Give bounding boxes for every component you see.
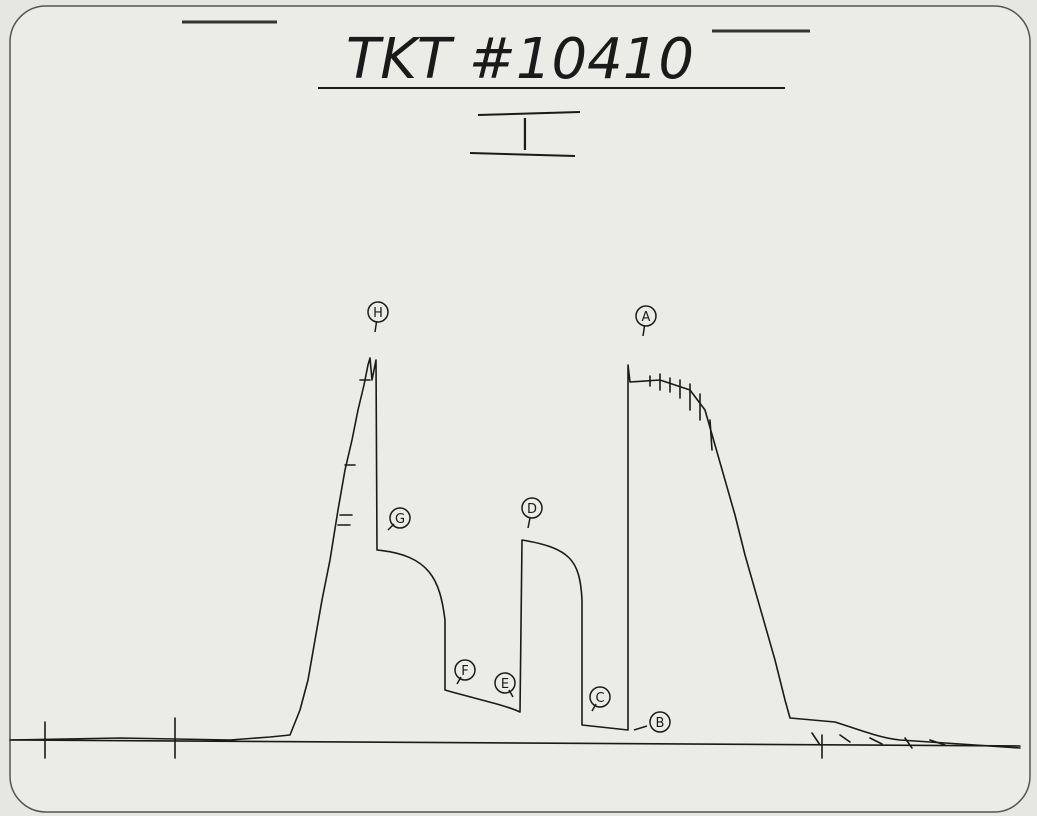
marker-leader [527,517,531,529]
subtitle-overline [477,111,581,116]
trace-noise [337,373,946,749]
marker-label: A [642,310,651,325]
marker-circle [454,659,476,681]
marker-circle [494,672,516,694]
marker-leader [591,703,597,712]
marker-label: G [395,512,405,527]
baseline [11,739,1021,747]
subtitle-underline [469,152,576,157]
marker-leader [456,676,462,685]
marker-label: B [656,716,665,731]
marker-circle [521,497,543,519]
marker-label: E [501,677,509,692]
marker-circle [589,686,611,708]
marker-circle [367,301,389,323]
marker-leader [508,689,514,698]
marker-circle [389,507,411,529]
marker-leader [633,725,648,731]
marker-label: C [595,691,604,706]
marker-leader [387,523,395,531]
marker-label: D [527,502,537,517]
ticket-title: TKT #10410 [346,27,694,92]
marker-leader [642,325,646,337]
marker-leader [374,321,378,333]
ticket-subtitle: I [519,110,532,161]
marker-circle [649,711,671,733]
card-border [9,5,1031,813]
marker-circle [635,305,657,327]
marker-label: H [373,306,383,321]
signal-trace [9,357,1021,749]
marker-label: F [461,664,468,679]
